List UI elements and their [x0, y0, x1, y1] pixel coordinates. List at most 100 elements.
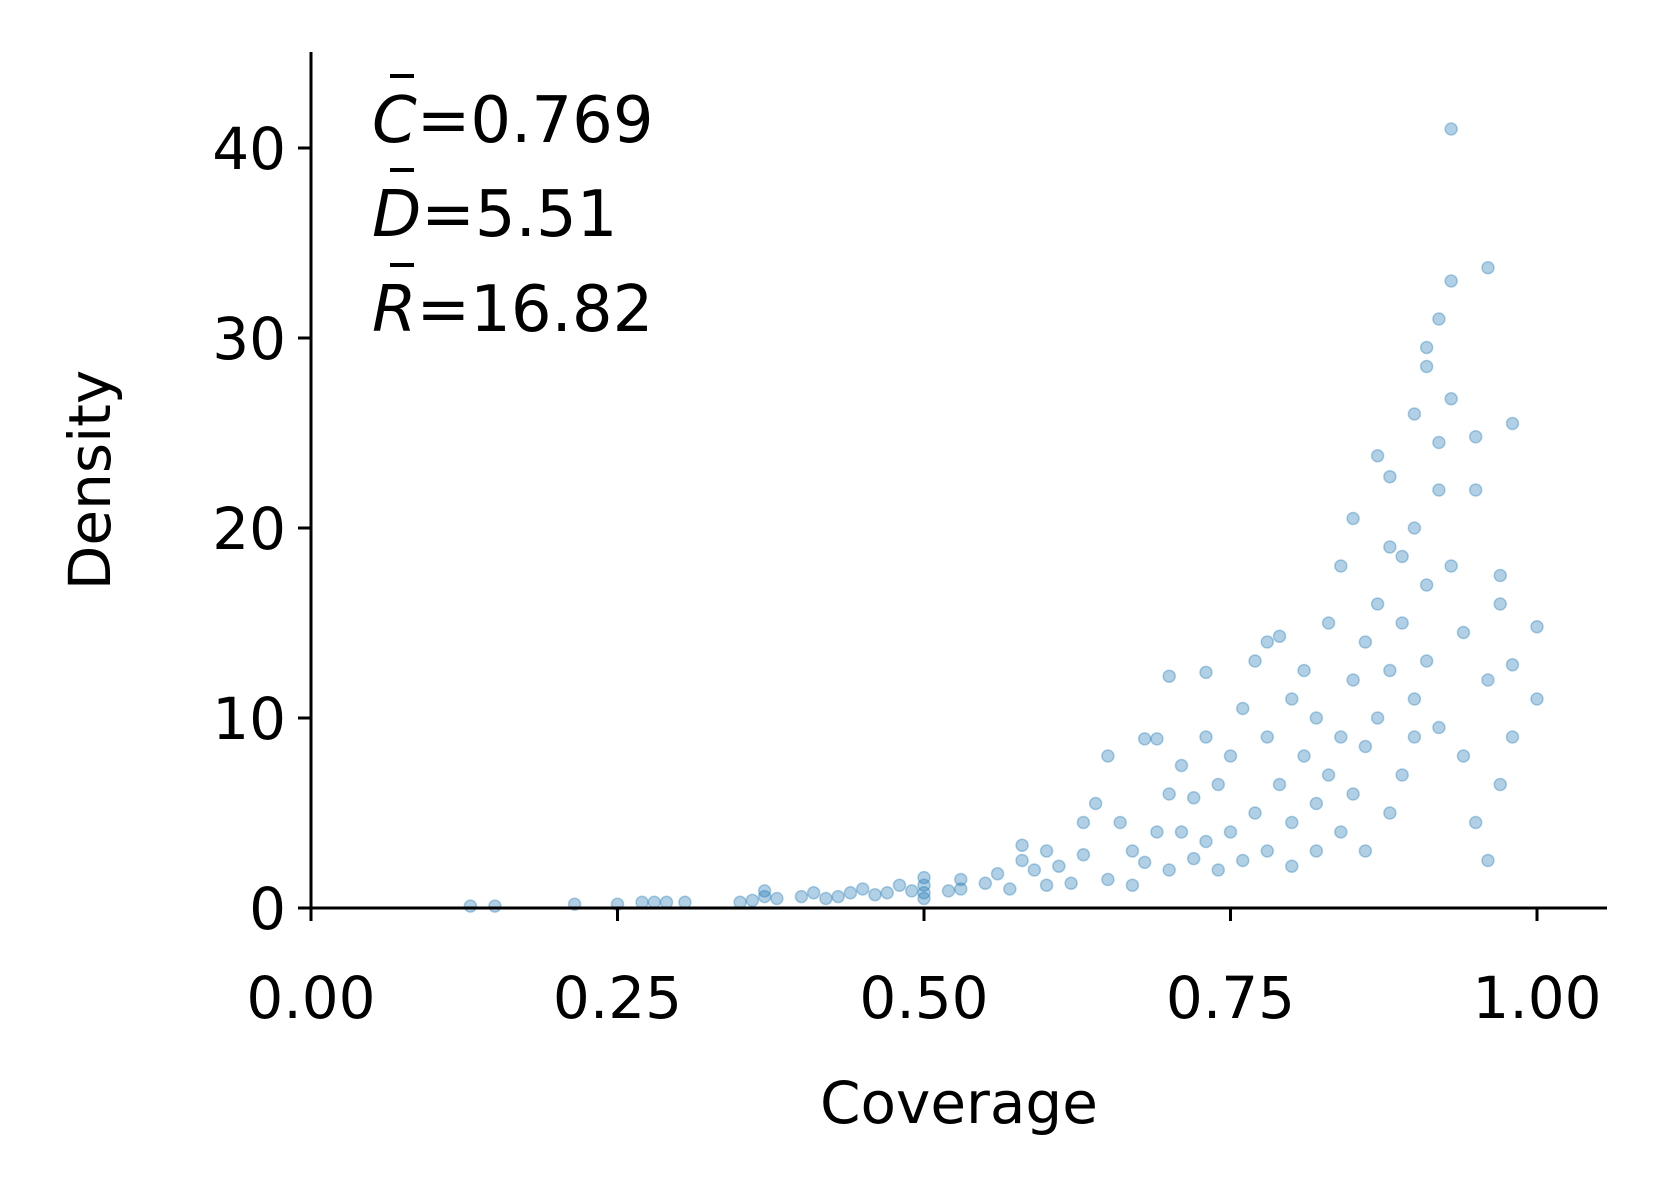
data-point — [1297, 663, 1311, 678]
x-axis-label: Coverage — [820, 1069, 1098, 1137]
data-point — [1199, 834, 1213, 849]
data-point — [1101, 872, 1115, 887]
svg-text:R=16.82: R=16.82 — [372, 273, 653, 347]
data-point — [1383, 469, 1397, 484]
data-point — [1223, 749, 1238, 763]
data-point — [1027, 863, 1042, 877]
data-point — [892, 878, 907, 892]
data-point — [1236, 853, 1250, 868]
y-tick-label: 10 — [212, 685, 286, 753]
data-point — [1493, 777, 1507, 792]
y-tick-label: 20 — [212, 495, 286, 563]
data-point — [1309, 796, 1324, 811]
data-point — [1064, 876, 1078, 891]
data-point — [1015, 838, 1029, 853]
data-point — [1407, 730, 1422, 744]
x-tick-label: 1.00 — [1472, 964, 1601, 1032]
data-point — [1407, 521, 1422, 535]
data-point — [1505, 658, 1520, 672]
data-point — [1015, 853, 1029, 868]
data-point — [941, 884, 956, 898]
svg-text:D=5.51: D=5.51 — [372, 178, 617, 252]
data-point — [1199, 665, 1213, 680]
data-point — [1432, 435, 1446, 450]
data-point — [1285, 859, 1299, 873]
data-point — [1419, 654, 1434, 668]
y-axis-label: Density — [56, 370, 124, 591]
data-point — [1101, 749, 1115, 763]
data-point — [1444, 559, 1458, 573]
data-point — [1346, 673, 1360, 687]
data-point — [1358, 635, 1373, 649]
data-point — [1432, 312, 1446, 326]
data-point — [1383, 663, 1397, 678]
data-point — [1309, 844, 1324, 858]
data-point — [1248, 654, 1262, 668]
data-point — [1162, 669, 1176, 683]
data-point — [904, 884, 919, 898]
data-point — [1346, 511, 1360, 526]
data-point — [1297, 749, 1311, 763]
data-point — [1468, 815, 1483, 830]
data-point — [1493, 568, 1507, 583]
data-point — [1162, 787, 1176, 801]
data-point — [1321, 768, 1336, 782]
data-point — [1358, 739, 1373, 754]
data-point — [1334, 559, 1348, 573]
data-point — [1395, 549, 1409, 564]
data-point — [954, 882, 968, 896]
data-point — [1137, 855, 1152, 870]
data-point — [868, 887, 882, 902]
data-point — [1407, 692, 1422, 706]
data-point — [1395, 768, 1409, 782]
plot-points — [463, 122, 1544, 913]
data-point — [843, 886, 858, 900]
data-point — [1444, 122, 1458, 136]
data-point — [1334, 825, 1348, 839]
data-point — [1052, 859, 1066, 873]
data-point — [1211, 777, 1225, 792]
data-point — [1309, 711, 1324, 725]
data-point — [1370, 597, 1385, 611]
data-point — [819, 891, 833, 906]
data-point — [1272, 777, 1287, 792]
data-point — [831, 889, 845, 904]
data-point — [917, 870, 931, 885]
data-point — [1285, 692, 1299, 706]
data-point — [1468, 430, 1483, 444]
data-point — [1113, 815, 1127, 830]
data-point — [463, 899, 478, 913]
data-point — [1211, 863, 1225, 877]
x-tick-label: 0.50 — [859, 964, 988, 1032]
data-point — [1419, 578, 1434, 592]
data-point — [1003, 882, 1017, 896]
data-point — [1272, 629, 1287, 644]
data-point — [1260, 635, 1275, 649]
data-point — [1456, 749, 1471, 763]
data-point — [1419, 340, 1434, 355]
data-point — [1162, 863, 1176, 877]
data-point — [1076, 848, 1091, 862]
data-point — [880, 886, 894, 900]
data-point — [1419, 359, 1434, 374]
data-point — [1260, 730, 1275, 744]
data-point — [1199, 730, 1213, 744]
data-point — [1150, 732, 1164, 746]
data-point — [757, 884, 772, 898]
data-point — [954, 872, 968, 887]
data-point — [1248, 806, 1262, 820]
data-point — [1186, 791, 1201, 805]
data-point — [1137, 732, 1152, 746]
data-point — [1321, 616, 1336, 630]
data-point — [1407, 407, 1422, 421]
y-tick-label: 40 — [212, 115, 286, 183]
data-point — [1370, 711, 1385, 725]
data-point — [1039, 844, 1054, 858]
data-point — [1481, 260, 1495, 275]
data-point — [917, 878, 931, 892]
data-point — [1432, 483, 1446, 497]
data-point — [1370, 449, 1385, 463]
data-point — [1456, 625, 1471, 640]
data-point — [990, 867, 1005, 881]
